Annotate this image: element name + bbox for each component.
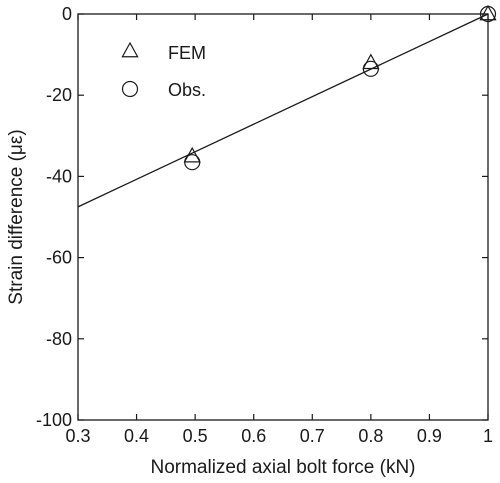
x-axis-label: Normalized axial bolt force (kN) [150, 457, 415, 478]
y-tick-label: -20 [46, 85, 72, 105]
y-tick-label: -100 [36, 410, 72, 430]
x-tick-label: 0.9 [417, 426, 442, 446]
legend-label: Obs. [168, 80, 206, 100]
x-tick-label: 0.7 [300, 426, 325, 446]
y-tick-label: -80 [46, 329, 72, 349]
legend-obs-symbol [121, 80, 139, 98]
x-tick-label: 0.3 [65, 426, 90, 446]
fem-marker [362, 53, 380, 70]
x-tick-label: 0.5 [183, 426, 208, 446]
fit-line-group [77, 13, 489, 208]
legend-fem-symbol [121, 41, 139, 58]
x-tick-label: 0.8 [358, 426, 383, 446]
y-tick-label: -60 [46, 248, 72, 268]
x-tick-label: 1 [483, 426, 493, 446]
obs-marker [479, 5, 497, 23]
axis-ticks: 0.3 0.4 0.5 0.6 0.7 0.8 0.9 1 0 -20 -40 -60 -80 -100 [36, 4, 493, 446]
plot-frame [77, 13, 489, 421]
obs-marker [362, 60, 379, 77]
fit-line [77, 13, 489, 208]
y-tick-label: -40 [46, 166, 72, 186]
y-axis-label: Strain difference (με) [6, 129, 27, 304]
x-tick-label: 0.6 [241, 426, 266, 446]
data-markers [183, 4, 497, 171]
y-tick-label: 0 [62, 4, 72, 24]
legend: FEM Obs. [121, 41, 206, 100]
x-tick-label: 0.4 [124, 426, 149, 446]
legend-label: FEM [168, 43, 206, 63]
fem-marker [479, 4, 497, 21]
fem-marker [183, 146, 201, 163]
obs-marker [184, 154, 201, 171]
